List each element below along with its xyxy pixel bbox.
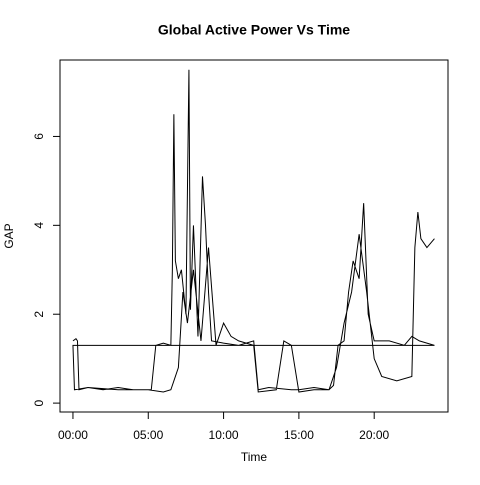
plot-box — [59, 59, 449, 413]
x-tick-label: 00:00 — [58, 428, 88, 442]
x-tick-label: 20:00 — [359, 428, 389, 442]
y-axis-label: GAP — [2, 223, 16, 248]
x-tick-label: 15:00 — [284, 428, 314, 442]
y-tick-label: 6 — [32, 133, 46, 140]
x-tick-label: 05:00 — [133, 428, 163, 442]
y-tick-label: 2 — [32, 311, 46, 318]
y-tick-label: 0 — [32, 399, 46, 406]
y-tick-label: 4 — [32, 222, 46, 229]
data-line — [72, 69, 435, 393]
chart-title: Global Active Power Vs Time — [158, 22, 350, 38]
x-axis-label: Time — [241, 450, 268, 464]
x-tick-label: 10:00 — [209, 428, 239, 442]
